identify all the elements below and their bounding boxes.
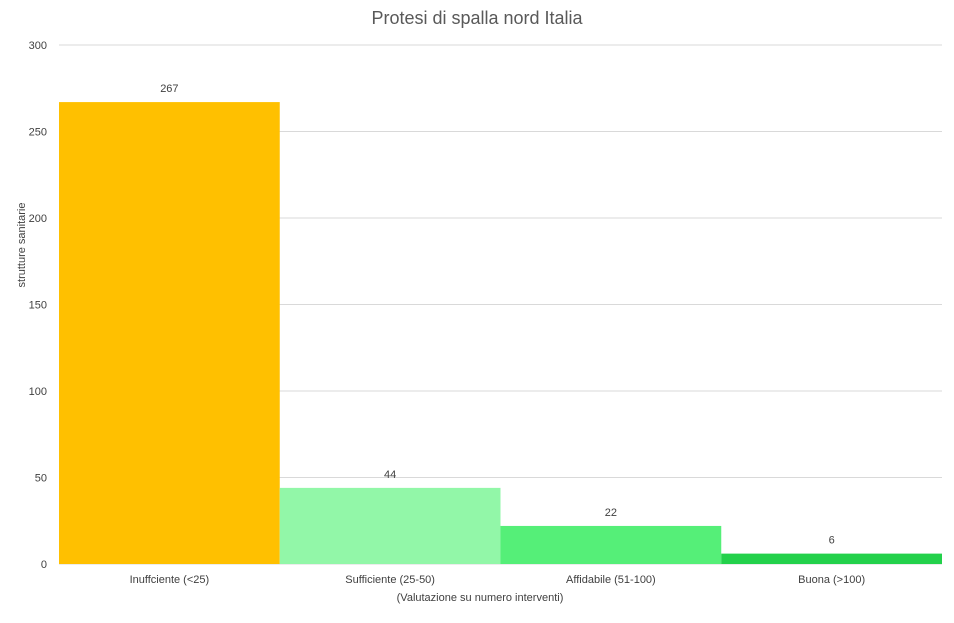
- x-axis-labels: Inuffciente (<25) Sufficiente (25-50) Affi…: [130, 574, 866, 586]
- data-label: 267: [160, 83, 178, 95]
- y-tick-label: 200: [29, 213, 47, 225]
- y-tick-label: 50: [35, 473, 47, 485]
- bar: [59, 102, 280, 564]
- y-axis-ticks: 0 50 100 150 200 250 300: [29, 40, 47, 571]
- bar: [721, 553, 942, 564]
- data-label: 22: [605, 507, 617, 519]
- x-tick-label: Buona (>100): [798, 574, 865, 586]
- data-label: 44: [384, 469, 396, 481]
- y-axis-title: strutture sanitarie: [16, 203, 28, 288]
- data-labels: 267 44 22 6: [160, 83, 834, 547]
- x-axis-title: (Valutazione su numero interventi): [397, 592, 564, 604]
- x-tick-label: Sufficiente (25-50): [345, 574, 435, 586]
- y-tick-label: 300: [29, 40, 47, 52]
- bars: [59, 102, 942, 564]
- y-tick-label: 0: [41, 559, 47, 571]
- y-tick-label: 150: [29, 300, 47, 312]
- y-tick-label: 100: [29, 386, 47, 398]
- data-label: 6: [829, 535, 835, 547]
- x-tick-label: Inuffciente (<25): [130, 574, 210, 586]
- chart-title: Protesi di spalla nord Italia: [371, 8, 583, 28]
- y-tick-label: 250: [29, 127, 47, 139]
- bar: [500, 525, 722, 564]
- bar: [279, 487, 501, 564]
- x-tick-label: Affidabile (51-100): [566, 574, 656, 586]
